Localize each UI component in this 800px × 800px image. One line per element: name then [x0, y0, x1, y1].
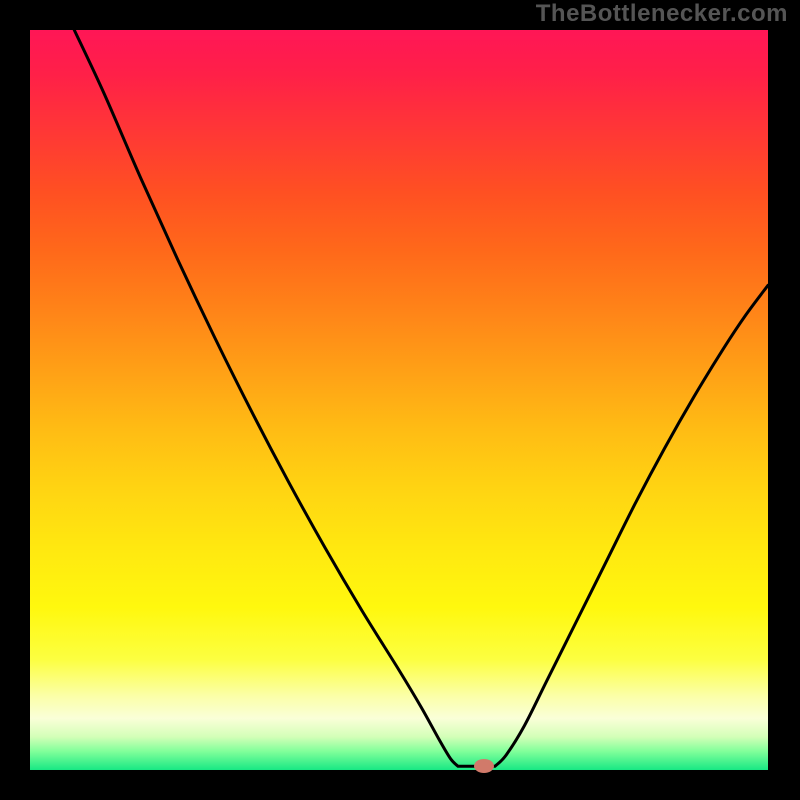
watermark-text: TheBottlenecker.com	[536, 0, 788, 28]
plot-area	[30, 30, 768, 770]
bottleneck-chart	[0, 0, 800, 800]
chart-container: TheBottlenecker.com	[0, 0, 800, 800]
